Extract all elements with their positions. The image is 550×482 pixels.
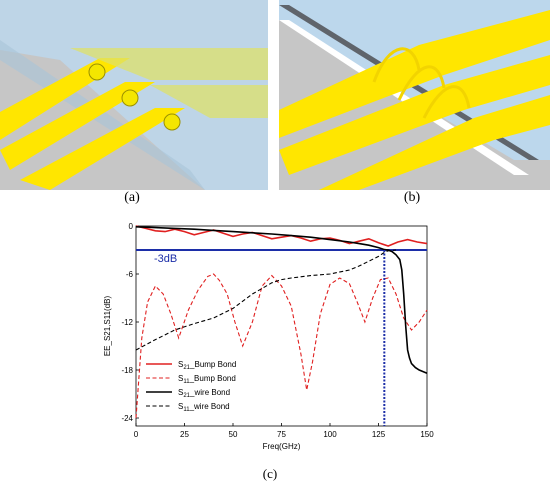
legend-entry-3: S21_wire Bond bbox=[178, 388, 230, 399]
solder-bump-3 bbox=[163, 113, 181, 131]
caption-b: (b) bbox=[403, 190, 421, 205]
caption-c: (c) bbox=[262, 466, 278, 481]
bond-wire-3 bbox=[422, 85, 471, 119]
y-tick-label: 0 bbox=[129, 222, 134, 231]
reference-line-label: -3dB bbox=[154, 253, 177, 265]
x-axis-label: Freq(GHz) bbox=[263, 442, 301, 451]
signal-trace-2 bbox=[279, 55, 550, 175]
solder-bump-1 bbox=[88, 63, 106, 81]
x-tick-label: 100 bbox=[323, 430, 337, 439]
plot-frame bbox=[135, 225, 428, 427]
x-tick-label: 75 bbox=[277, 430, 286, 439]
legend-entry-2: S11_Bump Bond bbox=[178, 374, 236, 385]
x-tick-label: 25 bbox=[180, 430, 189, 439]
y-axis-label: EE_S21,S11(dB) bbox=[103, 296, 112, 357]
ground-trace-lower bbox=[150, 85, 268, 118]
bond-wire-2 bbox=[397, 65, 446, 101]
plot-area: 0 25 50 75 100 125 150 0 -6 -12 -18 -24 Freq(GHz) EE_… bbox=[103, 222, 434, 451]
s-parameter-chart: 0 25 50 75 100 125 150 0 -6 -12 -18 -24 Freq(GHz) EE_… bbox=[103, 222, 434, 451]
ground-trace-upper bbox=[70, 48, 268, 80]
series-line-1 bbox=[135, 225, 428, 247]
glass-chip-edge bbox=[0, 40, 205, 190]
signal-trace-3 bbox=[20, 108, 185, 190]
signal-trace-3 bbox=[319, 95, 550, 190]
bond-wire-1 bbox=[372, 47, 421, 83]
x-tick-label: 150 bbox=[420, 430, 434, 439]
signal-trace-2 bbox=[0, 82, 155, 170]
y-tick-label: -18 bbox=[121, 366, 133, 375]
y-tick-label: -12 bbox=[121, 318, 133, 327]
x-tick-label: 0 bbox=[134, 430, 139, 439]
series-line-4 bbox=[135, 249, 397, 351]
series-line-3 bbox=[135, 226, 428, 374]
y-tick-label: -24 bbox=[121, 414, 133, 423]
solder-bump-2 bbox=[121, 89, 139, 107]
legend-entry-4: S11_wire Bond bbox=[178, 402, 230, 413]
wire-bond-illustration bbox=[279, 0, 550, 190]
series-line-2 bbox=[135, 273, 428, 419]
x-tick-label: 125 bbox=[372, 430, 386, 439]
x-tick-label: 50 bbox=[229, 430, 238, 439]
y-tick-label: -6 bbox=[126, 270, 134, 279]
legend-entry-1: S21_Bump Bond bbox=[178, 360, 236, 371]
caption-a: (a) bbox=[124, 190, 140, 205]
bump-bond-illustration bbox=[0, 0, 268, 190]
